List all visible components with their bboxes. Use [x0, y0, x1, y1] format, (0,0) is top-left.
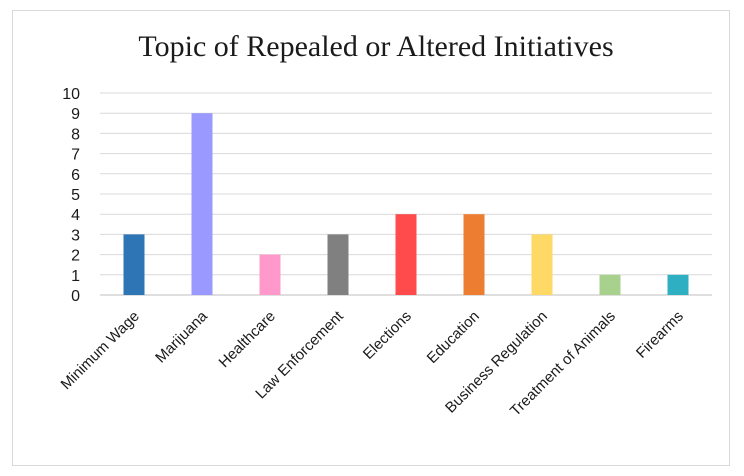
- bar-marijuana: [191, 113, 213, 295]
- y-tick-label: 6: [71, 167, 80, 184]
- bar-treatment-of-animals: [599, 274, 621, 295]
- bar-healthcare: [259, 254, 281, 295]
- bar-elections: [395, 214, 417, 295]
- bar-education: [463, 214, 485, 295]
- bar-minimum-wage: [123, 234, 145, 295]
- chart-title: Topic of Repealed or Altered Initiatives: [138, 30, 613, 63]
- y-tick-label: 7: [71, 147, 80, 164]
- y-tick-label: 5: [71, 187, 80, 204]
- y-tick-label: 4: [71, 207, 80, 224]
- bars: [123, 113, 689, 295]
- y-axis-ticks: 0 1 2 3 4 5 6 7 8 9 10: [62, 86, 80, 305]
- y-tick-label: 8: [71, 126, 80, 143]
- y-tick-label: 2: [71, 248, 80, 265]
- x-category-label: Education: [424, 308, 483, 367]
- x-category-label: Minimum Wage: [58, 308, 143, 393]
- x-category-label: Healthcare: [216, 308, 279, 371]
- bar-law-enforcement: [327, 234, 349, 295]
- y-tick-label: 0: [71, 288, 80, 305]
- y-tick-label: 1: [71, 268, 80, 285]
- x-category-label: Marijuana: [152, 307, 211, 366]
- bar-business-regulation: [531, 234, 553, 295]
- y-tick-label: 3: [71, 227, 80, 244]
- x-category-label: Firearms: [633, 308, 687, 362]
- bar-firearms: [667, 274, 689, 295]
- y-tick-label: 10: [62, 86, 80, 103]
- x-category-label: Elections: [360, 308, 415, 363]
- y-tick-label: 9: [71, 106, 80, 123]
